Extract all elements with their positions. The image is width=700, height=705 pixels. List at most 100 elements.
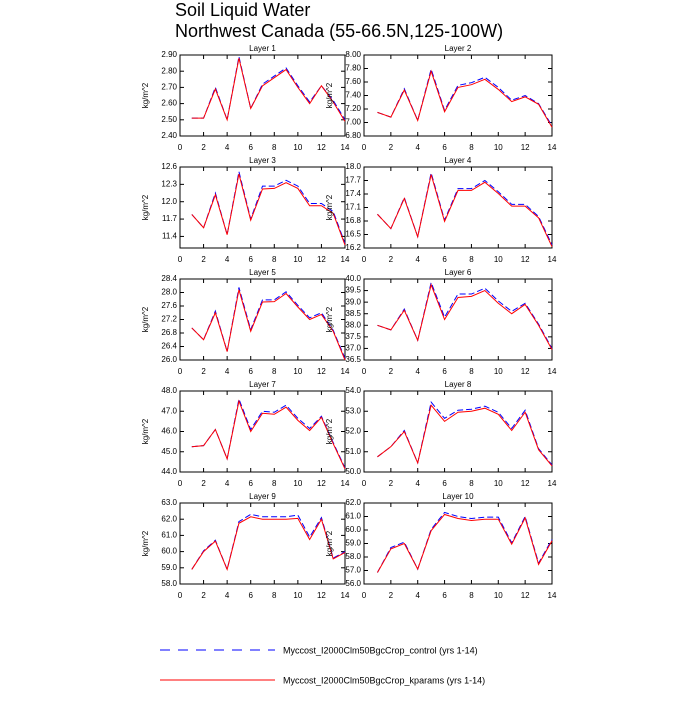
x-tick-label: 0 — [362, 255, 367, 264]
x-tick-label: 6 — [442, 591, 447, 600]
x-tick-label: 2 — [201, 367, 206, 376]
panel-title: Layer 5 — [249, 268, 276, 277]
series-line — [377, 283, 553, 350]
legend-label: Myccost_I2000Clm50BgcCrop_kparams (yrs 1… — [283, 675, 485, 685]
panel-title: Layer 6 — [445, 268, 472, 277]
panel-title: Layer 3 — [249, 156, 276, 165]
x-tick-label: 12 — [521, 591, 530, 600]
x-tick-label: 10 — [293, 255, 302, 264]
x-tick-label: 0 — [178, 479, 183, 488]
y-tick-label: 12.3 — [161, 179, 177, 188]
x-tick-label: 14 — [548, 479, 557, 488]
y-tick-label: 2.70 — [161, 83, 177, 92]
panel: Layer 1 kg/m^2 0 2 4 6 8 10 12 14 2.40 2.50 2.60 2.70… — [141, 44, 350, 152]
panel: Layer 7 kg/m^2 0 2 4 6 8 10 12 14 44.0 45.0 46.0 47.0… — [141, 380, 350, 488]
y-axis-label: kg/m^2 — [325, 418, 334, 444]
series-line — [191, 399, 346, 470]
y-tick-label: 17.1 — [345, 203, 361, 212]
series-line — [191, 289, 346, 361]
y-tick-label: 7.60 — [345, 77, 361, 86]
x-tick-label: 2 — [389, 367, 394, 376]
plot-frame — [179, 390, 346, 473]
x-tick-label: 6 — [442, 255, 447, 264]
x-tick-label: 12 — [521, 143, 530, 152]
x-tick-label: 4 — [415, 367, 420, 376]
x-tick-label: 6 — [248, 367, 253, 376]
x-tick-label: 2 — [389, 479, 394, 488]
x-tick-label: 0 — [362, 479, 367, 488]
plot-frame — [363, 278, 553, 361]
y-tick-label: 18.0 — [345, 162, 361, 171]
x-tick-label: 10 — [494, 479, 503, 488]
series-line — [377, 401, 553, 466]
y-tick-label: 45.0 — [161, 447, 177, 456]
panel: Layer 8 kg/m^2 0 2 4 6 8 10 12 14 50.0 51.0 52.0 53.0… — [325, 380, 557, 488]
x-tick-label: 4 — [225, 591, 230, 600]
series-line — [376, 511, 553, 573]
x-tick-label: 6 — [248, 255, 253, 264]
x-tick-label: 6 — [248, 479, 253, 488]
y-tick-label: 8.00 — [345, 50, 361, 59]
y-tick-label: 12.6 — [161, 162, 177, 171]
x-tick-label: 10 — [494, 255, 503, 264]
x-tick-label: 6 — [248, 591, 253, 600]
x-tick-label: 12 — [317, 143, 326, 152]
y-tick-label: 17.4 — [345, 189, 361, 198]
figure-title: Soil Liquid Water — [175, 0, 310, 20]
x-tick-label: 4 — [225, 367, 230, 376]
y-tick-label: 50.0 — [345, 467, 361, 476]
x-tick-label: 10 — [494, 143, 503, 152]
y-tick-label: 7.40 — [345, 91, 361, 100]
x-tick-label: 2 — [201, 143, 206, 152]
x-tick-label: 8 — [272, 255, 277, 264]
panel-title: Layer 8 — [445, 380, 472, 389]
panel: Layer 5 kg/m^2 0 2 4 6 8 10 12 14 26.0 26.4 26.8 27.2… — [141, 268, 350, 376]
x-tick-label: 8 — [469, 479, 474, 488]
y-axis-label: kg/m^2 — [325, 82, 334, 108]
series-line — [191, 397, 346, 469]
x-tick-label: 10 — [293, 143, 302, 152]
y-tick-label: 26.0 — [161, 355, 177, 364]
y-tick-label: 39.0 — [345, 297, 361, 306]
y-tick-label: 2.60 — [161, 99, 177, 108]
y-tick-label: 16.8 — [345, 216, 361, 225]
y-tick-label: 57.0 — [345, 566, 361, 575]
x-tick-label: 4 — [415, 143, 420, 152]
y-axis-label: kg/m^2 — [325, 530, 334, 556]
y-tick-label: 63.0 — [161, 498, 177, 507]
y-tick-label: 12.0 — [161, 197, 177, 206]
panel: Layer 10 kg/m^2 0 2 4 6 8 10 12 14 56.0 57.0 58.0 59.… — [325, 492, 557, 600]
y-tick-label: 11.7 — [162, 214, 178, 223]
y-tick-label: 62.0 — [345, 498, 361, 507]
x-tick-label: 8 — [469, 143, 474, 152]
y-tick-label: 28.0 — [161, 288, 177, 297]
y-tick-label: 61.0 — [345, 512, 361, 521]
x-tick-label: 14 — [341, 143, 350, 152]
x-tick-label: 8 — [272, 143, 277, 152]
x-tick-label: 10 — [494, 591, 503, 600]
plot-frame — [179, 502, 346, 585]
plot-frame — [363, 502, 553, 585]
y-tick-label: 53.0 — [345, 406, 361, 415]
plot-frame — [363, 390, 553, 473]
x-tick-label: 8 — [469, 591, 474, 600]
x-tick-label: 0 — [362, 591, 367, 600]
x-tick-label: 8 — [469, 367, 474, 376]
plot-frame — [363, 166, 553, 249]
plot-frame — [179, 166, 346, 249]
panel: Layer 6 kg/m^2 0 2 4 6 8 10 12 14 36.5 37.0 37.5 38.0… — [325, 268, 557, 376]
panel-title: Layer 7 — [249, 380, 276, 389]
panel-title: Layer 2 — [445, 44, 472, 53]
x-tick-label: 0 — [178, 367, 183, 376]
x-tick-label: 2 — [201, 591, 206, 600]
y-tick-label: 38.0 — [345, 320, 361, 329]
series-line — [377, 67, 553, 127]
y-tick-label: 16.2 — [345, 243, 361, 252]
panel-title: Layer 9 — [249, 492, 276, 501]
y-tick-label: 27.6 — [161, 301, 177, 310]
y-tick-label: 7.80 — [345, 64, 361, 73]
y-tick-label: 61.0 — [161, 531, 177, 540]
y-tick-label: 39.5 — [345, 286, 361, 295]
y-tick-label: 59.0 — [345, 539, 361, 548]
